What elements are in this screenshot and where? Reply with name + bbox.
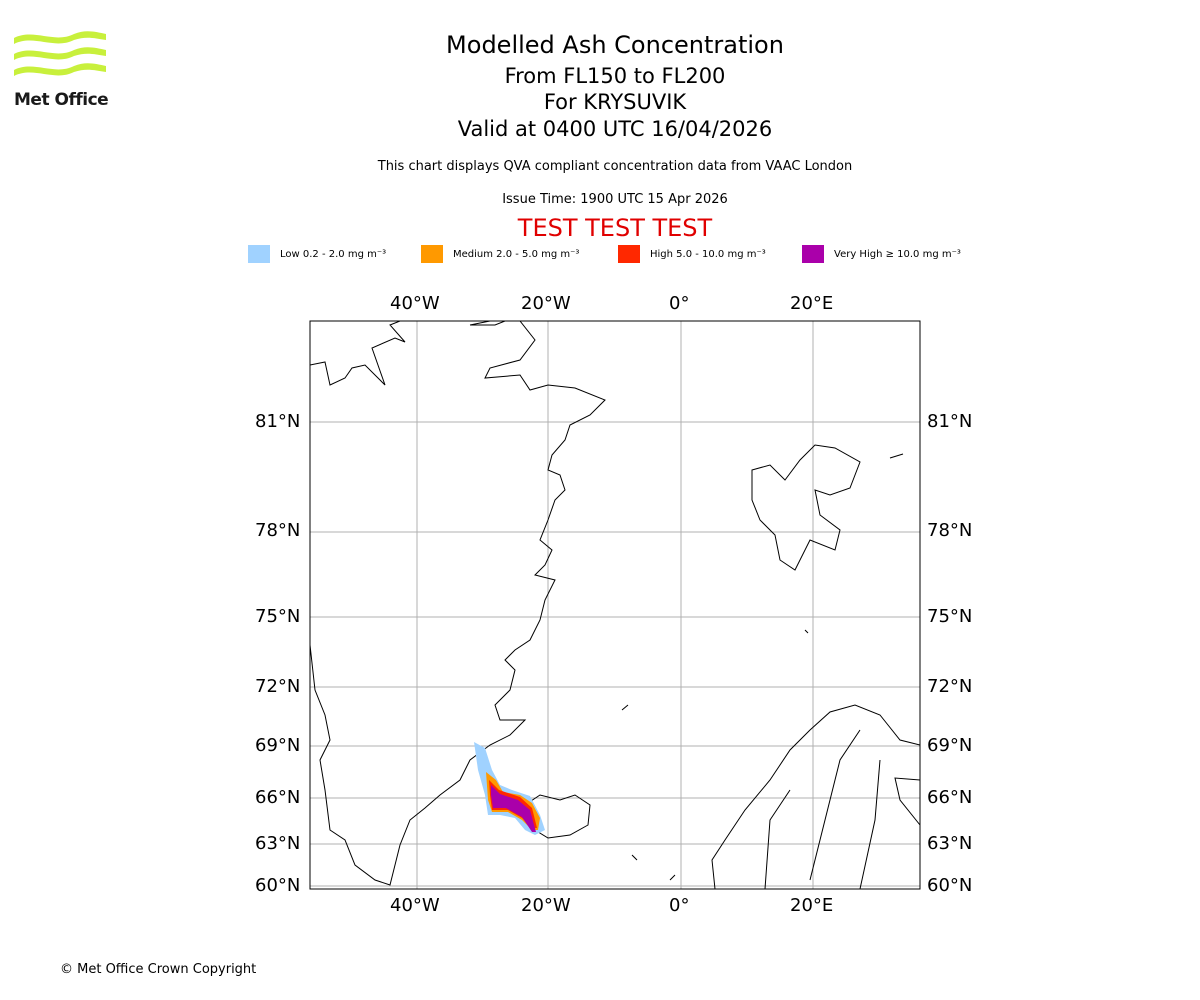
legend-swatch	[802, 245, 824, 263]
lat-tick-right: 78°N	[927, 520, 973, 541]
volcano-name: For KRYSUVIK	[543, 90, 687, 114]
lat-tick-right: 81°N	[927, 411, 973, 432]
chart-title: Modelled Ash Concentration	[446, 31, 784, 59]
legend-label: Medium 2.0 - 5.0 mg m⁻³	[453, 248, 580, 260]
lat-tick-left: 75°N	[255, 606, 301, 627]
lat-tick-right: 66°N	[927, 787, 973, 808]
lon-tick-bottom: 0°	[669, 895, 690, 916]
logo-text: Met Office	[14, 90, 109, 110]
legend-label: Very High ≥ 10.0 mg m⁻³	[834, 248, 961, 260]
lat-tick-right: 69°N	[927, 735, 973, 756]
lat-tick-right: 72°N	[927, 676, 973, 697]
met-office-logo	[14, 30, 106, 92]
legend-low: Low 0.2 - 2.0 mg m⁻³	[248, 244, 386, 264]
lat-tick-left: 66°N	[255, 787, 301, 808]
lat-tick-left: 72°N	[255, 676, 301, 697]
legend-label: Low 0.2 - 2.0 mg m⁻³	[280, 248, 387, 260]
legend-high: High 5.0 - 10.0 mg m⁻³	[618, 244, 766, 264]
lat-tick-left: 63°N	[255, 833, 301, 854]
legend-swatch	[618, 245, 640, 263]
lon-tick-bottom: 20°E	[790, 895, 834, 916]
lon-tick-bottom: 20°W	[521, 895, 571, 916]
copyright: © Met Office Crown Copyright	[60, 962, 257, 977]
legend-swatch	[421, 245, 443, 263]
lat-tick-left: 69°N	[255, 735, 301, 756]
lon-tick-top: 0°	[669, 293, 690, 314]
logo-waves-icon	[14, 31, 106, 76]
lat-tick-left: 81°N	[255, 411, 301, 432]
map-frame	[309, 320, 921, 890]
ash-plume	[474, 742, 545, 835]
issue-time: Issue Time: 1900 UTC 15 Apr 2026	[502, 192, 728, 207]
legend-label: High 5.0 - 10.0 mg m⁻³	[650, 248, 766, 260]
coastlines	[310, 321, 920, 889]
lat-tick-left: 78°N	[255, 520, 301, 541]
lat-tick-right: 75°N	[927, 606, 973, 627]
legend-very-high: Very High ≥ 10.0 mg m⁻³	[802, 244, 961, 264]
lon-tick-top: 40°W	[390, 293, 440, 314]
graticule	[310, 321, 920, 889]
lon-tick-bottom: 40°W	[390, 895, 440, 916]
lat-tick-right: 63°N	[927, 833, 973, 854]
flight-level-range: From FL150 to FL200	[504, 64, 726, 88]
ash-very-high	[491, 785, 536, 832]
legend-medium: Medium 2.0 - 5.0 mg m⁻³	[421, 244, 579, 264]
test-banner: TEST TEST TEST	[517, 214, 713, 242]
valid-time: Valid at 0400 UTC 16/04/2026	[457, 117, 773, 141]
lat-tick-left: 60°N	[255, 875, 301, 896]
lon-tick-top: 20°W	[521, 293, 571, 314]
lon-tick-top: 20°E	[790, 293, 834, 314]
subtitle: This chart displays QVA compliant concen…	[377, 159, 853, 174]
lat-tick-right: 60°N	[927, 875, 973, 896]
legend-swatch	[248, 245, 270, 263]
